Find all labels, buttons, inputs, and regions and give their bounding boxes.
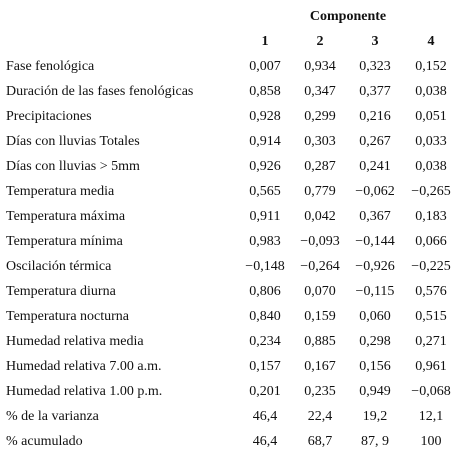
cell-value: 22,4 [307, 409, 333, 424]
cell-value: −0,062 [355, 184, 395, 199]
cell-value: 46,4 [252, 434, 278, 449]
row-label: Precipitaciones [6, 109, 92, 124]
cell-value: 0,234 [249, 334, 281, 349]
row-label: Humedad relativa 7.00 a.m. [6, 359, 162, 374]
row-label: Días con lluvias > 5mm [6, 159, 140, 174]
cell-value: 0,070 [304, 284, 336, 299]
cell-value: 0,779 [304, 184, 336, 199]
cell-value: −0,148 [245, 259, 285, 274]
cell-value: 0,152 [415, 59, 447, 74]
column-header: 3 [371, 34, 379, 49]
cell-value: 0,183 [415, 209, 447, 224]
column-header: 4 [427, 34, 435, 49]
cell-value: 0,926 [249, 159, 281, 174]
cell-value: 0,159 [304, 309, 336, 324]
row-label: Temperatura diurna [6, 284, 116, 299]
row-label: Oscilación térmica [6, 259, 112, 274]
cell-value: 68,7 [307, 434, 333, 449]
cell-value: 0,299 [304, 109, 336, 124]
cell-value: 0,347 [304, 84, 336, 99]
cell-value: −0,225 [411, 259, 451, 274]
row-label: Humedad relativa media [6, 334, 144, 349]
cell-value: −0,265 [411, 184, 451, 199]
cell-value: 0,235 [304, 384, 336, 399]
row-label: Fase fenológica [6, 59, 95, 74]
cell-value: 0,038 [415, 84, 447, 99]
cell-value: −0,093 [300, 234, 340, 249]
cell-value: 0,911 [249, 209, 281, 224]
cell-value: 0,167 [304, 359, 336, 374]
cell-value: 0,216 [359, 109, 391, 124]
cell-value: 0,840 [249, 309, 281, 324]
cell-value: 0,051 [415, 109, 447, 124]
row-label: Temperatura máxima [6, 209, 126, 224]
cell-value: 0,060 [359, 309, 391, 324]
cell-value: 0,377 [359, 84, 391, 99]
cell-value: 46,4 [252, 409, 278, 424]
cell-value: 0,565 [249, 184, 281, 199]
cell-value: 0,949 [359, 384, 391, 399]
cell-value: 0,156 [359, 359, 391, 374]
cell-value: 0,287 [304, 159, 336, 174]
cell-value: 0,042 [304, 209, 336, 224]
cell-value: 0,267 [359, 134, 391, 149]
row-label: % acumulado [6, 434, 83, 449]
column-header: 2 [316, 34, 324, 49]
cell-value: −0,264 [300, 259, 340, 274]
cell-value: 0,271 [415, 334, 447, 349]
header-title: Componente [309, 9, 387, 24]
cell-value: 100 [420, 434, 442, 449]
cell-value: 19,2 [362, 409, 388, 424]
cell-value: 87, 9 [361, 434, 389, 449]
cell-value: −0,068 [411, 384, 451, 399]
cell-value: 0,914 [249, 134, 281, 149]
row-label: Días con lluvias Totales [6, 134, 140, 149]
cell-value: 0,007 [249, 59, 281, 74]
row-label: Duración de las fases fenológicas [6, 84, 194, 99]
cell-value: 0,885 [304, 334, 336, 349]
cell-value: 0,066 [415, 234, 447, 249]
row-label: Temperatura mínima [6, 234, 123, 249]
cell-value: 0,983 [249, 234, 281, 249]
cell-value: 0,303 [304, 134, 336, 149]
cell-value: 0,298 [359, 334, 391, 349]
cell-value: −0,926 [355, 259, 395, 274]
cell-value: 0,928 [249, 109, 281, 124]
row-label: % de la varianza [6, 409, 99, 424]
cell-value: 0,157 [249, 359, 281, 374]
row-label: Temperatura nocturna [6, 309, 130, 324]
row-label: Temperatura media [6, 184, 115, 199]
cell-value: 0,038 [415, 159, 447, 174]
cell-value: 0,367 [359, 209, 391, 224]
row-label: Humedad relativa 1.00 p.m. [6, 384, 163, 399]
cell-value: 0,201 [249, 384, 281, 399]
cell-value: −0,144 [355, 234, 395, 249]
cell-value: 0,858 [249, 84, 281, 99]
cell-value: 0,515 [415, 309, 447, 324]
cell-value: 0,934 [304, 59, 336, 74]
cell-value: 0,576 [415, 284, 447, 299]
cell-value: 0,033 [415, 134, 447, 149]
cell-value: 0,323 [359, 59, 391, 74]
cell-value: 0,806 [249, 284, 281, 299]
cell-value: 0,961 [415, 359, 447, 374]
cell-value: 0,241 [359, 159, 391, 174]
column-header: 1 [261, 34, 269, 49]
cell-value: −0,115 [355, 284, 395, 299]
cell-value: 12,1 [418, 409, 444, 424]
